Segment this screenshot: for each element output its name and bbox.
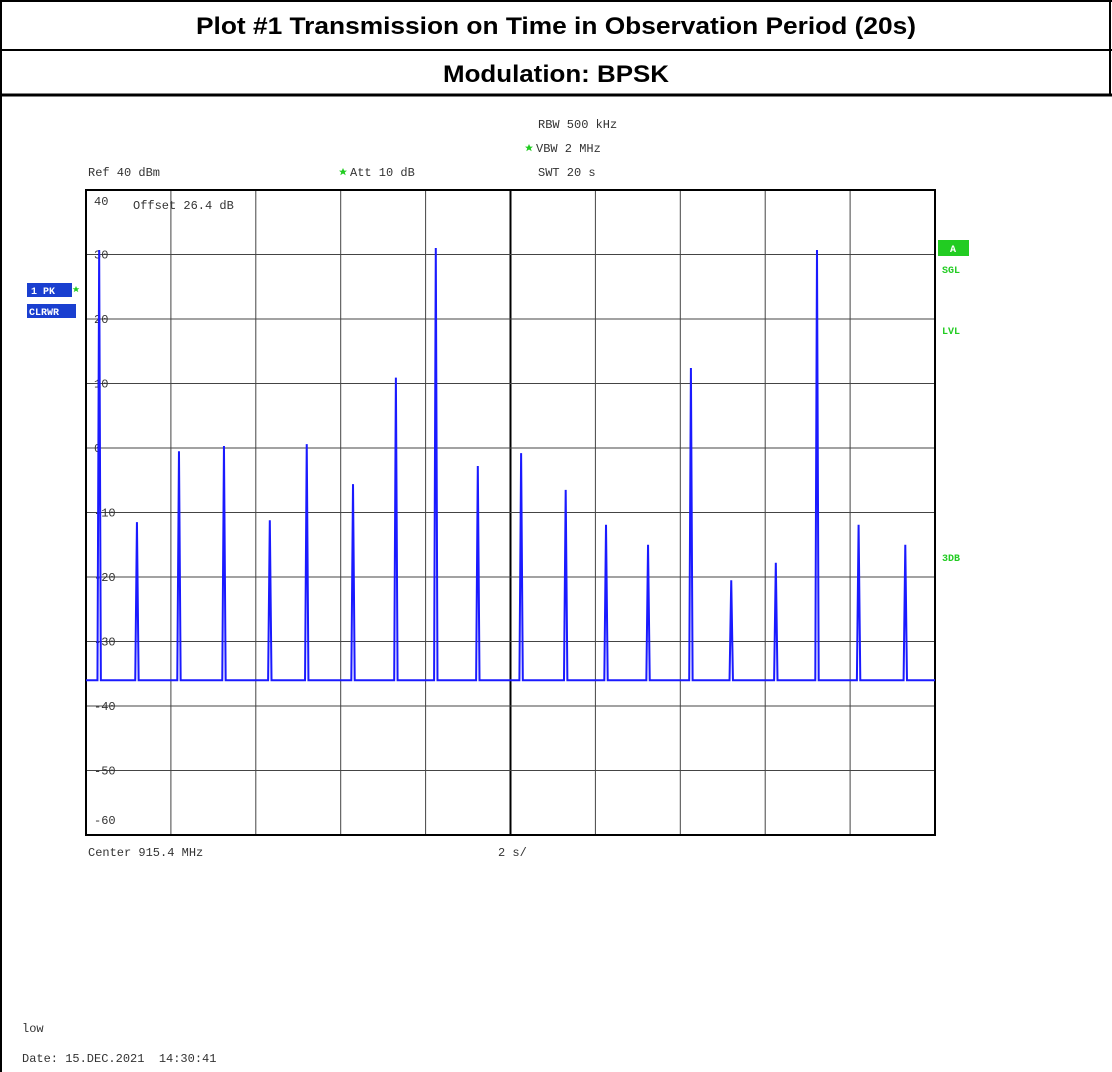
y-tick-label: 20 <box>94 313 108 327</box>
y-tick-label: -50 <box>94 765 116 779</box>
trace-clear: CLRWR <box>29 308 59 319</box>
x-center: Center 915.4 MHz <box>88 846 203 860</box>
y-tick-label: -20 <box>94 571 116 585</box>
ref-level: Ref 40 dBm <box>88 166 160 180</box>
y-tick-label: -60 <box>94 814 116 828</box>
title: Plot #1 Transmission on Time in Observat… <box>196 13 916 40</box>
vbw: VBW 2 MHz <box>536 142 601 156</box>
trace-mode-box <box>27 283 72 297</box>
trace-a: A <box>950 245 956 256</box>
attenuation: Att 10 dB <box>350 166 415 180</box>
star <box>338 168 347 176</box>
star <box>525 144 533 152</box>
trace-a-box <box>938 240 969 256</box>
trace-clear-box <box>27 304 76 318</box>
sweep-time: SWT 20 s <box>538 166 596 180</box>
sgl: SGL <box>942 266 960 277</box>
rbw: RBW 500 kHz <box>538 118 617 132</box>
lvl: LVL <box>942 327 960 338</box>
trace-mode: 1 PK <box>31 287 55 298</box>
3db: 3DB <box>942 554 960 565</box>
y-tick-label: -40 <box>94 700 116 714</box>
plot-frame <box>85 189 936 836</box>
star <box>72 286 80 293</box>
subtitle: Modulation: BPSK <box>443 61 670 88</box>
x-scale: 2 s/ <box>498 846 527 860</box>
y-tick-label: -30 <box>94 636 116 650</box>
note: low <box>22 1022 44 1036</box>
y-tick-label: 40 <box>94 195 108 209</box>
y-tick-label: 10 <box>94 378 108 392</box>
date: Date: 15.DEC.2021 14:30:41 <box>22 1052 216 1066</box>
offset: Offset 26.4 dB <box>133 199 234 213</box>
y-tick-label: 30 <box>94 249 108 263</box>
trace <box>86 248 935 682</box>
